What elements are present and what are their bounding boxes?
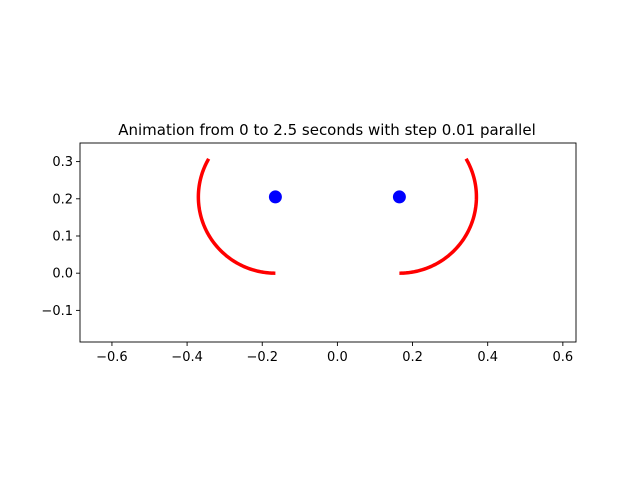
x-tick-label: −0.6 bbox=[96, 350, 128, 365]
y-tick-label: −0.1 bbox=[41, 304, 73, 319]
axes: −0.6 −0.4 −0.2 0.0 0.2 0.4 0.6 −0.1 0.0 0.1 0.2 0.3 bbox=[41, 142, 577, 365]
x-tick-label: 0.2 bbox=[402, 350, 423, 365]
x-tick-label: 0.0 bbox=[327, 350, 348, 365]
point-2 bbox=[392, 190, 406, 204]
series-group bbox=[196, 157, 479, 275]
y-tick-label: 0.1 bbox=[52, 229, 73, 244]
x-tick-label: −0.2 bbox=[246, 350, 278, 365]
x-tick-label: 0.4 bbox=[477, 350, 498, 365]
y-tick-label: 0.0 bbox=[52, 267, 73, 282]
arc-1 bbox=[196, 157, 276, 275]
x-tick-label: −0.4 bbox=[171, 350, 203, 365]
arc-2 bbox=[398, 157, 479, 275]
x-tick-label: 0.6 bbox=[553, 350, 574, 365]
y-tick-label: 0.2 bbox=[52, 192, 73, 207]
chart-title: Animation from 0 to 2.5 seconds with ste… bbox=[118, 121, 536, 139]
y-tick-label: 0.3 bbox=[52, 155, 73, 170]
point-1 bbox=[268, 190, 282, 204]
axes-frame bbox=[79, 142, 577, 343]
plot-area bbox=[196, 157, 479, 275]
